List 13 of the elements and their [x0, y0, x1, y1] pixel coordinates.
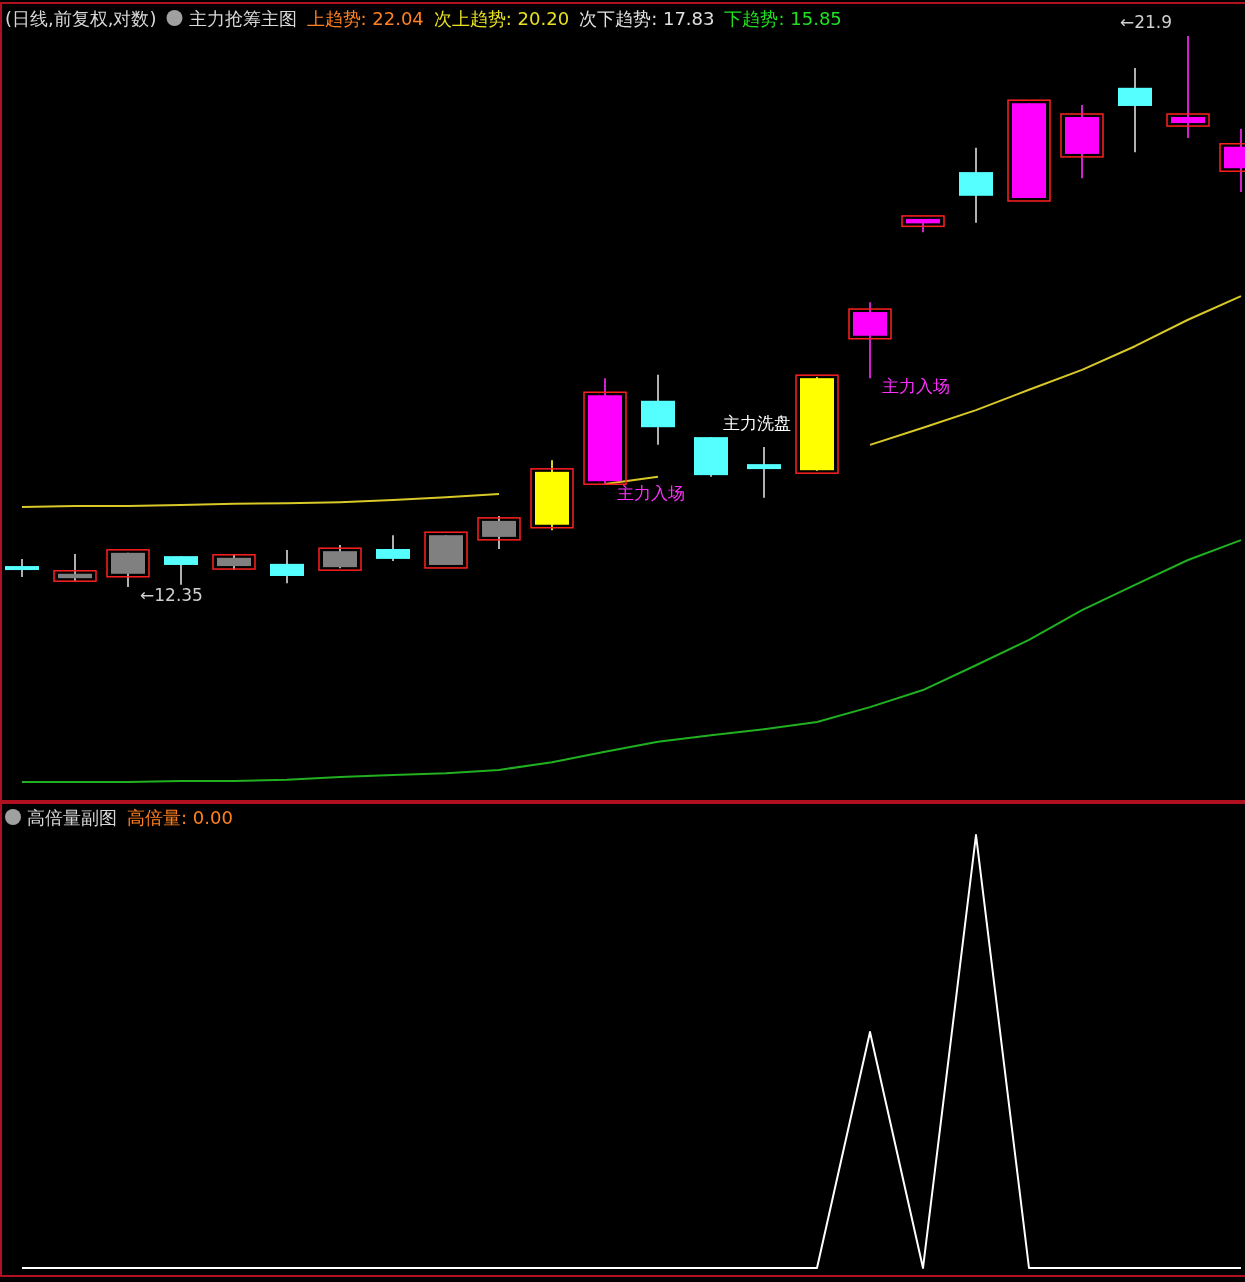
chart-subtitle: 主力抢筹主图 [188, 8, 297, 29]
text: 次下趋势: 17.83 [579, 8, 715, 29]
chart-title: 高倍量副图 [27, 807, 117, 828]
text: 高倍量: 0.00 [127, 807, 233, 828]
chart-title: (日线,前复权,对数) [5, 8, 157, 29]
annotation: 主力洗盘 [723, 413, 791, 434]
text: ←21.9 [1119, 12, 1172, 32]
text: 下趋势: 15.85 [724, 8, 842, 29]
annotation: 主力入场 [882, 376, 950, 397]
text: 次上趋势: 20.20 [433, 8, 570, 29]
annotation: ←12.35 [140, 585, 203, 605]
annotation: 主力入场 [617, 483, 685, 504]
text: 上趋势: 22.04 [306, 8, 424, 29]
